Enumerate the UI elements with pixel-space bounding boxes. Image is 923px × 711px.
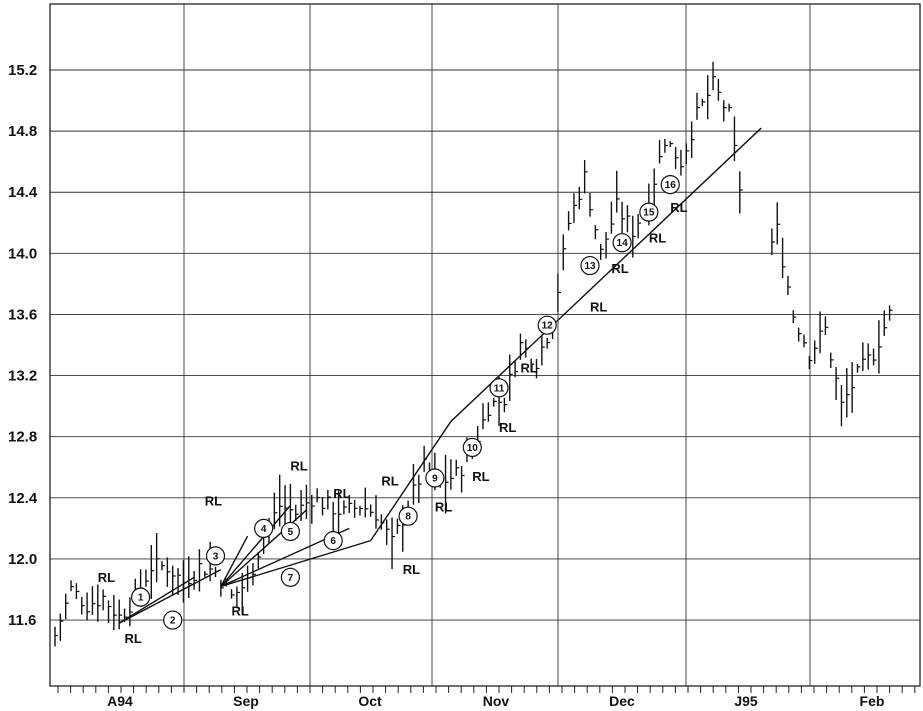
x-axis: A94 Sep Oct Nov Dec J95 Feb	[57, 686, 916, 709]
y-tick-label: 13.2	[8, 368, 37, 385]
rl-label: RL	[611, 261, 628, 276]
rl-label: RL	[205, 493, 222, 508]
number-circle	[580, 255, 600, 276]
circle-number: 8	[405, 512, 411, 523]
y-tick-label: 11.6	[8, 612, 36, 629]
annotations: RL 1 RL 2 RL 3 RL 4 RL 5 RL 6 RL 7 RL 8 RL 9 RL 10 RL 11 RL 12 R…	[98, 175, 688, 646]
number-circle	[612, 233, 632, 253]
circle-number: 3	[213, 551, 219, 562]
y-tick-label: 15.2	[8, 62, 37, 79]
x-tick-label: A94	[107, 693, 133, 709]
support-line	[220, 539, 371, 588]
rl-label: RL	[98, 570, 115, 585]
rl-label: RL	[590, 299, 607, 314]
rl-label: RL	[290, 458, 307, 473]
circle-number: 9	[432, 473, 438, 484]
support-line	[220, 505, 291, 587]
circle-number: 14	[617, 238, 629, 249]
y-tick-label: 13.6	[8, 306, 37, 323]
x-tick-label: Dec	[609, 693, 635, 709]
circle-number: 10	[467, 443, 479, 454]
number-circle	[462, 437, 482, 458]
circle-number: 6	[330, 536, 336, 547]
number-circle	[131, 587, 151, 607]
circle-number: 2	[170, 616, 176, 627]
rl-label: RL	[649, 231, 666, 246]
circle-number: 11	[494, 383, 505, 394]
x-tick-label: Feb	[860, 693, 885, 709]
rl-label: RL	[435, 500, 452, 515]
grid	[49, 3, 921, 687]
circle-number: 12	[542, 321, 554, 332]
circle-number: 15	[643, 208, 655, 219]
x-tick-label: J95	[734, 693, 758, 709]
support-lines	[118, 127, 762, 624]
number-circle	[425, 468, 445, 488]
number-circle	[205, 546, 226, 566]
support-line	[118, 569, 222, 624]
number-circle	[280, 567, 300, 587]
circle-number: 1	[138, 593, 144, 604]
circle-number: 13	[584, 261, 596, 272]
plot-frame	[49, 3, 921, 687]
y-tick-label: 12.8	[8, 429, 37, 446]
number-circle	[489, 378, 509, 398]
y-tick-label: 12.0	[8, 551, 37, 568]
number-circle	[537, 315, 557, 335]
number-circle	[163, 610, 183, 630]
number-circle	[280, 521, 300, 542]
rl-label: RL	[670, 200, 687, 215]
y-tick-label: 14.8	[8, 123, 37, 140]
support-line	[370, 421, 452, 542]
number-circle	[323, 531, 343, 551]
y-axis: 11.6 12.0 12.4 12.8 13.2 13.6 14.0 14.4 14.8 15.2	[8, 62, 38, 629]
number-circle	[660, 175, 680, 195]
circle-number: 4	[261, 524, 267, 535]
y-tick-label: 12.4	[8, 490, 38, 507]
circle-number: 7	[288, 573, 294, 584]
x-tick-label: Oct	[358, 693, 382, 709]
x-tick-label: Nov	[483, 693, 510, 709]
circle-number: 5	[288, 527, 294, 538]
number-circle	[398, 506, 418, 526]
number-circle	[639, 202, 659, 222]
circle-number: 16	[665, 180, 677, 191]
rl-label: RL	[472, 469, 489, 484]
support-line	[220, 535, 249, 587]
rl-label: RL	[232, 603, 249, 618]
support-line	[450, 127, 762, 422]
rl-label: RL	[403, 562, 420, 577]
rl-label: RL	[499, 420, 516, 435]
support-line	[118, 576, 195, 624]
rl-label: RL	[125, 631, 142, 646]
rl-label: RL	[520, 361, 537, 376]
number-circle	[254, 518, 274, 539]
rl-label: RL	[381, 474, 398, 489]
y-tick-label: 14.4	[8, 184, 38, 201]
y-tick-label: 14.0	[8, 245, 37, 262]
rl-label: RL	[333, 486, 350, 501]
x-tick-label: Sep	[233, 693, 259, 709]
